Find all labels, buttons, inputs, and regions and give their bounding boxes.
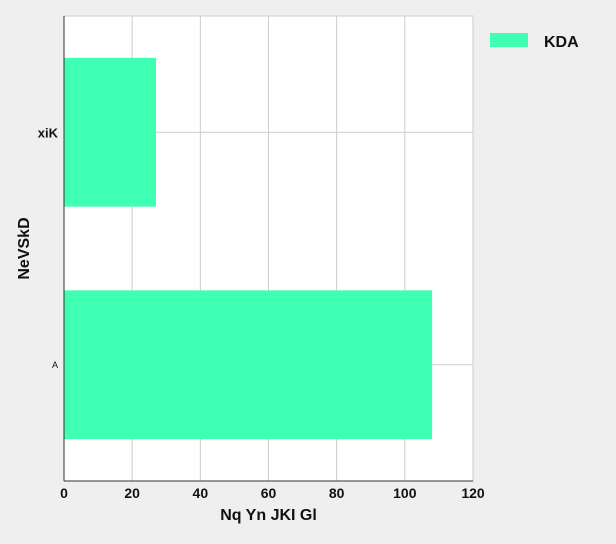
x-tick-label: 80 (329, 485, 345, 501)
x-axis-ticks: 0 20 40 60 80 100 120 (60, 485, 485, 501)
bars (64, 57, 433, 440)
legend: KDA (490, 33, 579, 51)
y-axis-title: NeVSkD (16, 217, 33, 279)
y-tick-label: xiK (38, 125, 59, 140)
x-tick-label: 40 (193, 485, 209, 501)
x-tick-label: 100 (393, 485, 417, 501)
x-axis-title: Nq Yn JKI Gl (220, 507, 317, 524)
bar-xiK (64, 57, 157, 207)
x-tick-label: 0 (60, 485, 68, 501)
legend-swatch (490, 33, 528, 47)
x-tick-label: 20 (124, 485, 140, 501)
plot-frame (63, 15, 474, 482)
y-tick-label: A (52, 360, 58, 370)
x-tick-label: 120 (461, 485, 485, 501)
bar-A (64, 290, 433, 440)
legend-label: KDA (544, 34, 579, 51)
x-tick-label: 60 (261, 485, 277, 501)
